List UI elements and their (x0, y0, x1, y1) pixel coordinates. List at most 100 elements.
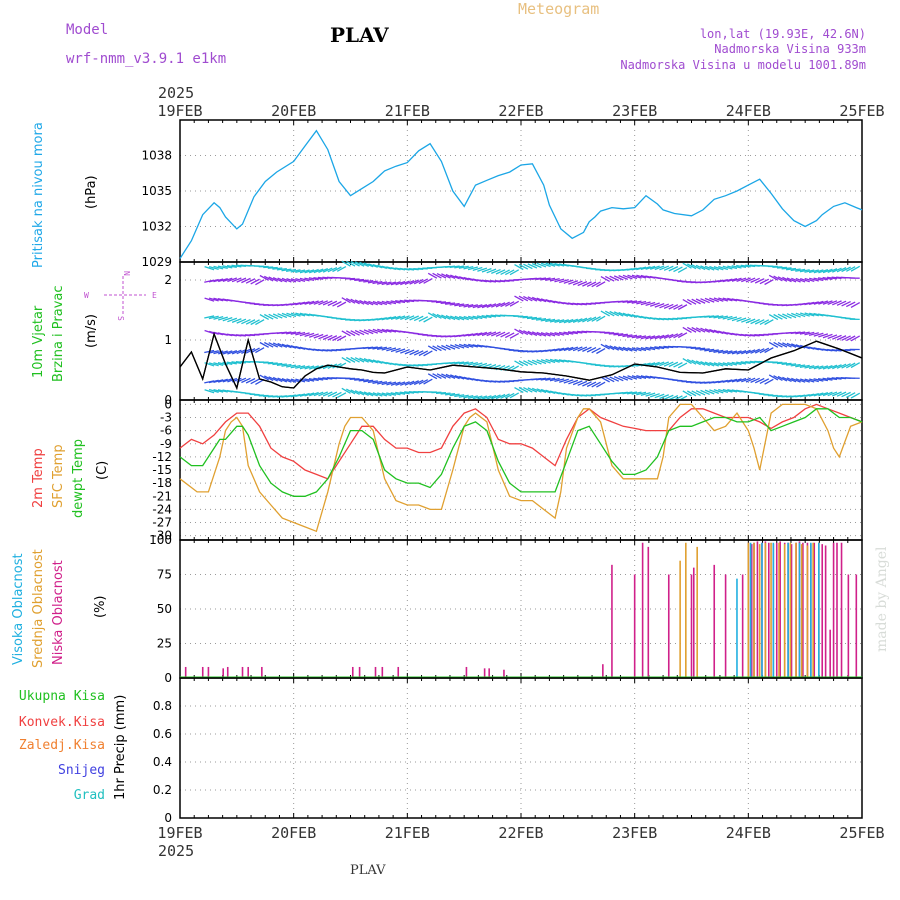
y-tick-label: -3 (160, 411, 172, 425)
wind-unit: (m/s) (84, 314, 99, 348)
y-tick-label: 1029 (141, 255, 172, 269)
x-tick-label-bottom: 20FEB (271, 824, 316, 842)
y-tick-label: 0.4 (153, 755, 172, 769)
wind-arrow (765, 320, 774, 325)
y-tick-label: 0.6 (153, 727, 172, 741)
top-year-label: 2025 (158, 84, 194, 102)
wind-arrow (515, 361, 524, 366)
wind-arrows (204, 261, 859, 401)
wind-arrow (769, 315, 778, 320)
x-tick-label-bottom: 22FEB (498, 824, 543, 842)
compass-w: W (84, 291, 89, 300)
chart-kind: Meteogram (518, 0, 599, 18)
wind-arrow (515, 388, 524, 393)
y-tick-label: 50 (157, 602, 172, 616)
y-tick-label: -12 (152, 450, 172, 464)
legend-total: Ukupna Kisa (19, 689, 105, 704)
wind-arrow (601, 377, 610, 382)
y-tick-label: -21 (152, 489, 172, 503)
station-title: PLAV (330, 23, 389, 47)
panel-temperature: 0-3-6-9-12-15-18-21-24-27-30 (152, 397, 862, 542)
x-tick-label-top: 25FEB (839, 102, 884, 120)
y-tick-label: 1035 (141, 184, 172, 198)
wind-arrow (678, 305, 687, 310)
y-tick-label: 2 (164, 273, 172, 287)
wind-arrow (428, 374, 437, 379)
y-tick-label: 75 (157, 568, 172, 582)
wind-arrow (596, 382, 605, 387)
y-tick-label: -9 (160, 437, 172, 451)
x-tick-label-bottom: 25FEB (839, 824, 884, 842)
wind-arrow (769, 342, 778, 347)
precip-unit: 1hr Precip (mm) (113, 695, 128, 800)
y-tick-label: 0 (164, 671, 172, 685)
wind-arrow (260, 315, 269, 320)
elevation: Nadmorska Visina 933m (714, 42, 866, 56)
wind-arrow (683, 327, 692, 332)
y-tick-label: -18 (152, 476, 172, 490)
panel-pressure: 1029 1032 1035 1038 (141, 120, 862, 269)
x-tick-label-top: 21FEB (385, 102, 430, 120)
credit-watermark: made by Angel (874, 546, 890, 652)
meteogram-svg: Model wrf-nmm_v3.9.1 e1km PLAV Meteogram… (0, 0, 900, 900)
y-tick-label: -27 (152, 516, 172, 530)
panel-clouds: 0 25 50 75 100 (149, 533, 862, 685)
y-tick-label: 0.2 (153, 783, 172, 797)
wind-ylabel-1: 10m Vjetar (31, 305, 46, 378)
temp-ylabel-2m: 2m Temp (31, 448, 46, 508)
wind-arrow (592, 282, 601, 287)
x-tick-label-bottom: 24FEB (726, 824, 771, 842)
y-tick-label: 0 (164, 811, 172, 825)
panel-wind: 012 (164, 261, 862, 407)
wind-arrow (428, 346, 437, 351)
y-tick-label: 0.8 (153, 699, 172, 713)
series-line-sfc-temp (180, 404, 862, 531)
compass-e: E (152, 291, 157, 300)
pressure-ylabel: Pritisak na nivou mora (31, 122, 46, 268)
legend-conv: Konvek.Kisa (19, 715, 105, 730)
pressure-unit: (hPa) (84, 175, 99, 209)
temp-unit: (C) (95, 461, 110, 480)
wind-arrow (428, 273, 437, 278)
x-tick-label-top: 19FEB (157, 102, 202, 120)
y-tick-label: -15 (152, 463, 172, 477)
cloud-unit: (%) (93, 596, 108, 619)
x-tick-label-top: 22FEB (498, 102, 543, 120)
bottom-year-label: 2025 (158, 842, 194, 860)
cloud-ylabel-high: Visoka Oblacnost (11, 553, 26, 665)
y-tick-label: 1032 (141, 220, 172, 234)
temp-ylabel-dewpt: dewpt Temp (71, 439, 86, 518)
cloud-ylabel-mid: Srednja Oblacnost (31, 549, 46, 668)
compass-n: N (122, 271, 131, 276)
meteogram: Model wrf-nmm_v3.9.1 e1km PLAV Meteogram… (0, 0, 900, 900)
legend-frz: Zaledj.Kisa (19, 738, 105, 753)
x-tick-label-bottom: 21FEB (385, 824, 430, 842)
footer-station: PLAV (350, 863, 386, 878)
wind-arrow (424, 351, 433, 356)
x-tick-label-top: 23FEB (612, 102, 657, 120)
series-line-pressure (180, 131, 862, 259)
x-tick-label-top: 20FEB (271, 102, 316, 120)
plot-area: 10291032103510380120-3-6-9-12-15-18-21-2… (141, 102, 884, 842)
cloud-ylabel-low: Niska Oblacnost (51, 560, 66, 665)
lonlat: lon,lat (19.93E, 42.6N) (700, 27, 866, 41)
x-tick-label-bottom: 23FEB (612, 824, 657, 842)
wind-arrow (505, 270, 514, 275)
y-tick-label: 0 (164, 397, 172, 411)
model-name: wrf-nmm_v3.9.1 e1km (66, 51, 226, 67)
temp-ylabel-sfc: SFC Temp (51, 444, 66, 508)
wind-arrow (251, 320, 260, 325)
x-tick-label-bottom: 19FEB (157, 824, 202, 842)
legend-snow: Snijeg (58, 763, 105, 778)
wind-arrow (342, 331, 351, 336)
legend-grad: Grad (74, 788, 105, 803)
compass-icon: N W E S (84, 271, 157, 321)
wind-ylabel-2: Brzina i Pravac (51, 285, 66, 382)
panel-precip: 0 0.2 0.4 0.6 0.8 (153, 678, 862, 825)
wind-arrow (337, 336, 346, 341)
model-label: Model (66, 22, 108, 38)
y-tick-label: 1038 (141, 149, 172, 163)
y-tick-label: 100 (149, 533, 172, 547)
x-tick-label-top: 24FEB (726, 102, 771, 120)
y-tick-label: 25 (157, 637, 172, 651)
